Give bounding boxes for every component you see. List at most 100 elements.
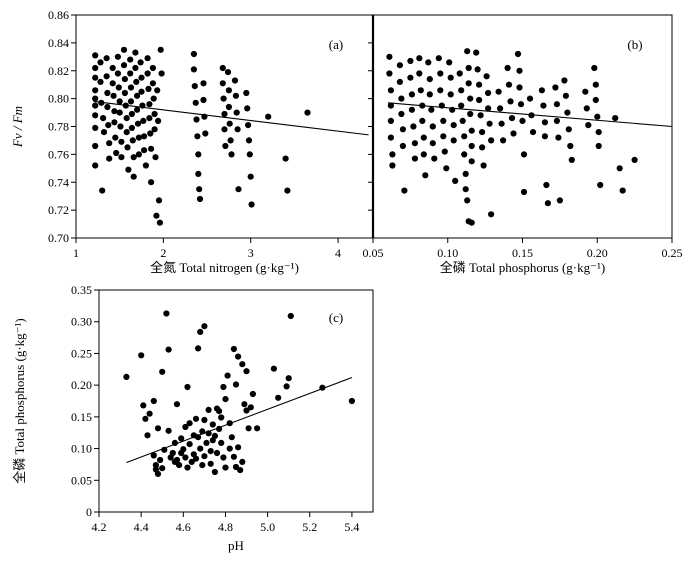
data-point	[134, 120, 142, 127]
data-point	[411, 140, 418, 147]
data-point	[464, 48, 471, 55]
data-point	[118, 138, 125, 145]
data-point	[459, 117, 466, 124]
data-point	[150, 452, 157, 459]
y-axis-title: Fv / Fm	[10, 106, 25, 148]
x-tick-label: 0.10	[437, 246, 458, 260]
data-point	[115, 84, 122, 91]
data-point	[125, 166, 132, 173]
data-point	[128, 110, 135, 118]
x-tick-label: 0.05	[363, 246, 384, 260]
x-axis-title: 全氮 Total nitrogen (g·kg⁻¹)	[150, 260, 299, 275]
data-point	[399, 126, 406, 133]
data-point	[440, 133, 447, 140]
data-point	[435, 55, 442, 62]
data-point	[426, 91, 433, 98]
data-point	[173, 456, 181, 464]
data-point	[486, 120, 493, 127]
data-point	[194, 133, 201, 140]
data-point	[476, 81, 483, 88]
data-point	[246, 151, 253, 158]
data-point	[552, 84, 559, 91]
data-point	[232, 381, 240, 388]
data-point	[196, 186, 203, 193]
data-point	[241, 401, 248, 408]
data-point	[247, 404, 254, 411]
data-point	[429, 123, 436, 130]
panel-b: 0.05 0.10 0.15 0.20 0.25 (b) 全磷 Total phosphor…	[363, 14, 683, 275]
data-point	[595, 142, 602, 150]
x-tick-label: 5.0	[260, 520, 275, 534]
data-point	[224, 69, 232, 76]
data-point	[561, 77, 568, 84]
x-tick-label: 3	[248, 246, 254, 260]
data-point	[443, 165, 450, 172]
data-point	[235, 186, 242, 193]
data-point	[254, 425, 261, 432]
data-point	[190, 50, 197, 58]
data-point	[387, 117, 394, 124]
data-point	[135, 151, 142, 158]
data-point	[92, 64, 99, 72]
data-point	[127, 70, 134, 77]
trend-line	[387, 102, 673, 128]
data-point	[591, 64, 598, 72]
panel-label: (a)	[329, 37, 343, 52]
y-tick-label: 0.86	[48, 8, 69, 22]
data-point	[233, 109, 240, 116]
data-point	[109, 80, 116, 87]
data-point	[211, 432, 218, 439]
data-point	[225, 87, 232, 94]
data-point	[92, 87, 99, 94]
data-point	[594, 113, 601, 120]
data-point	[230, 345, 237, 353]
data-point	[458, 87, 465, 94]
data-point	[619, 187, 626, 194]
data-point	[128, 124, 135, 131]
data-point	[153, 212, 160, 219]
data-point	[190, 66, 197, 73]
data-point	[151, 110, 158, 118]
data-point	[612, 115, 619, 122]
data-point	[426, 76, 433, 83]
data-point	[104, 89, 111, 97]
panel-label: (c)	[329, 310, 343, 325]
data-point	[446, 59, 453, 66]
data-point	[154, 87, 161, 94]
data-point	[243, 407, 250, 414]
data-point	[138, 74, 145, 81]
data-point	[398, 110, 405, 118]
y-tick-label: 0.82	[48, 64, 69, 78]
data-point	[114, 70, 121, 77]
data-point	[441, 148, 448, 155]
data-point	[123, 129, 130, 136]
data-point	[387, 102, 394, 109]
data-point	[565, 126, 572, 133]
y-tick-label: 0.78	[48, 120, 69, 134]
data-point	[140, 117, 147, 124]
data-point	[540, 102, 547, 109]
data-point	[226, 445, 233, 452]
y-tick-label: 0.74	[48, 175, 69, 189]
data-point	[411, 155, 418, 162]
panel-c: 4.2 4.4 4.6 4.8 5.0 5.2 5.4 0 0.05 0.10 0.15 0.20 0.…	[12, 283, 374, 553]
data-point	[239, 458, 246, 465]
data-point	[219, 80, 226, 87]
data-point	[510, 130, 517, 137]
data-point	[437, 87, 444, 94]
data-point	[178, 435, 185, 442]
data-point	[468, 142, 475, 150]
data-point	[192, 415, 200, 422]
x-tick-label: 4.6	[176, 520, 191, 534]
data-point	[519, 117, 526, 124]
y-tick-label: 0.84	[48, 36, 69, 50]
data-point	[232, 92, 239, 99]
x-tick-label: 0.15	[512, 246, 533, 260]
data-point	[92, 52, 99, 59]
data-point	[235, 444, 242, 451]
x-tick-label: 5.4	[344, 520, 359, 534]
data-point	[447, 91, 454, 98]
data-point	[142, 162, 149, 169]
data-point	[197, 328, 204, 335]
data-point	[526, 95, 534, 102]
